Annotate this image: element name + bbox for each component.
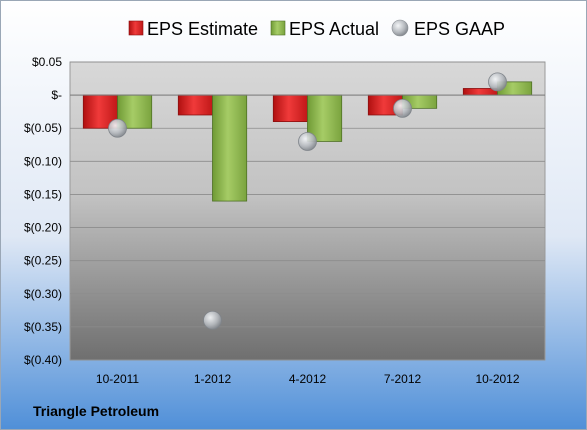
y-tick-label: $(0.30): [24, 287, 62, 301]
legend-label-actual: EPS Actual: [289, 19, 379, 39]
bar-eps-actual: [307, 94, 343, 142]
point-eps-gaap: [298, 132, 317, 151]
y-tick-label: $(0.40): [24, 353, 62, 367]
y-tick-label: $(0.05): [24, 121, 62, 135]
y-axis-ticks: $0.05 $- $(0.05) $(0.10) $(0.15) $(0.20) $(0.2…: [24, 55, 62, 367]
y-tick-label: $-: [51, 88, 62, 102]
point-eps-gaap: [108, 118, 127, 138]
gaap-points: [108, 72, 507, 330]
x-tick-label: 1-2012: [194, 372, 232, 386]
bar-eps-estimate: [177, 94, 213, 116]
legend-swatch-actual: [270, 20, 286, 36]
bar-eps-estimate: [272, 94, 308, 123]
x-tick-label: 7-2012: [384, 372, 422, 386]
legend-swatch-estimate: [128, 20, 144, 36]
legend-label-estimate: EPS Estimate: [147, 19, 258, 39]
x-axis-ticks: 10-2011 1-2012 4-2012 7-2012 10-2012: [96, 372, 520, 386]
legend-swatch-gaap: [391, 19, 409, 37]
y-tick-label: $(0.20): [24, 221, 62, 235]
y-tick-label: $0.05: [32, 55, 62, 69]
x-tick-label: 4-2012: [289, 372, 327, 386]
x-tick-label: 10-2012: [475, 372, 519, 386]
legend: EPS Estimate EPS Actual EPS GAAP: [128, 19, 505, 39]
y-tick-label: $(0.15): [24, 187, 62, 201]
y-tick-label: $(0.25): [24, 254, 62, 268]
y-tick-label: $(0.10): [24, 154, 62, 168]
bar-eps-actual: [212, 94, 248, 202]
x-tick-label: 10-2011: [96, 372, 139, 386]
legend-label-gaap: EPS GAAP: [414, 19, 505, 39]
point-eps-gaap: [393, 98, 412, 118]
company-name: Triangle Petroleum: [33, 403, 159, 419]
point-eps-gaap: [203, 310, 222, 330]
point-eps-gaap: [488, 72, 507, 92]
y-tick-label: $(0.35): [24, 320, 62, 334]
